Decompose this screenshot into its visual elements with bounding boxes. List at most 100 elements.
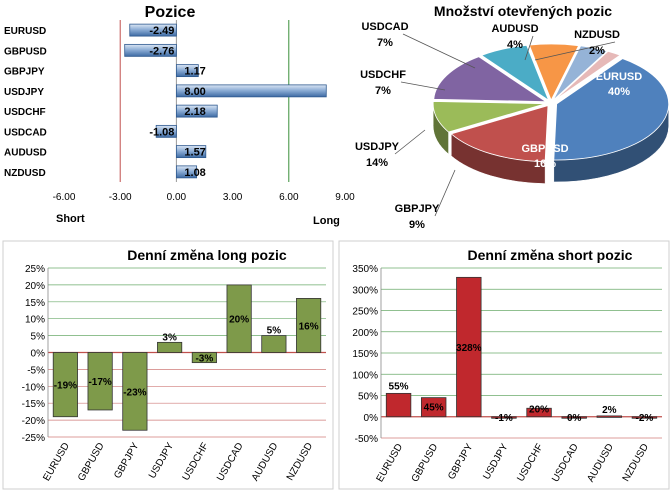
data-label: -1%: [495, 413, 513, 424]
tick-label: 0%: [31, 349, 46, 360]
tick-label: -6.00: [53, 192, 76, 203]
data-label: 45%: [424, 403, 444, 414]
leader-line: [394, 129, 426, 155]
data-label: 2.18: [184, 106, 205, 118]
category-label: NZDUSD: [285, 441, 315, 483]
category-label: EURUSD: [4, 26, 46, 37]
leader-line: [524, 35, 534, 61]
pie-label: NZDUSD: [574, 29, 620, 41]
tick-label: 0%: [364, 413, 379, 424]
data-label: 55%: [389, 381, 409, 392]
category-label: AUDUSD: [585, 442, 616, 484]
category-label: GBPUSD: [4, 46, 47, 57]
category-label: USDCAD: [215, 441, 246, 483]
bar: [631, 416, 658, 419]
daily-short-chart: Denní změna short pozic 350% 300% 250% 200%…: [338, 240, 670, 490]
bar: [52, 352, 78, 418]
data-label: 2%: [602, 405, 617, 416]
bar: [157, 341, 183, 353]
chart-title: Množství otevřených pozic: [434, 3, 612, 19]
tick-label: 25%: [25, 264, 45, 275]
data-label: 1.17: [184, 66, 205, 78]
chart-title: Denní změna long pozic: [127, 247, 287, 263]
data-label: -1.08: [149, 126, 174, 138]
category-label: GBPJPY: [4, 67, 45, 78]
bar: [596, 415, 623, 418]
tick-label: 0.00: [167, 192, 187, 203]
tick-label: -25%: [22, 433, 45, 444]
bar: [456, 276, 482, 418]
tick-label: -5%: [27, 365, 45, 376]
chart-title: Pozice: [145, 4, 196, 21]
bar: [420, 397, 447, 418]
bar: [191, 352, 217, 364]
bar: [261, 335, 287, 353]
pie-percent: 4%: [507, 39, 523, 51]
pie-percent: 7%: [377, 37, 393, 49]
tick-label: 5%: [31, 332, 46, 343]
category-label: USDCHF: [515, 442, 545, 484]
bar: [526, 407, 552, 418]
tick-label: 9.00: [335, 192, 355, 203]
category-label: NZDUSD: [4, 168, 46, 179]
pie-percent: 2%: [589, 45, 605, 57]
pie-label: GBPUSD: [521, 143, 568, 155]
data-label: 0%: [567, 413, 582, 424]
tick-label: 100%: [352, 370, 378, 381]
tick-label: 15%: [25, 298, 45, 309]
tick-label: -10%: [22, 382, 45, 393]
data-label: -2.49: [149, 25, 174, 37]
bar: [385, 392, 412, 418]
bar: [296, 298, 322, 353]
data-label: 16%: [299, 321, 319, 332]
pie-label: USDCAD: [361, 21, 408, 33]
category-label: EURUSD: [375, 442, 406, 484]
tick-label: 3.00: [223, 192, 243, 203]
pie-percent: 40%: [608, 86, 630, 98]
positions-chart: Pozice -2.49 -2.76 1.17 8.00 2.18 -1.08 1.57 1.…: [4, 4, 355, 227]
data-label: 3%: [162, 332, 177, 343]
data-label: -23%: [123, 387, 146, 398]
bar: [87, 352, 113, 411]
category-label: NZDUSD: [621, 442, 651, 484]
leader-line: [402, 33, 476, 69]
pie-label: GBPJPY: [395, 203, 440, 215]
pie-slice: [552, 45, 608, 101]
pie-percent: 7%: [375, 85, 391, 97]
open-positions-pie-chart: Množství otevřených pozic EURUSD 40% GBPUS…: [355, 3, 670, 231]
pie-label: USDCHF: [360, 69, 406, 81]
pie-slice: [553, 50, 621, 101]
pie-slice: [450, 105, 549, 162]
category-label: USDCHF: [4, 107, 46, 118]
data-label: 20%: [529, 404, 549, 415]
short-label: Short: [56, 213, 85, 225]
category-label: USDJPY: [481, 442, 510, 482]
bar: [122, 352, 148, 431]
tick-label: -15%: [22, 399, 45, 410]
data-label: 5%: [267, 326, 282, 337]
tick-label: 350%: [352, 264, 378, 275]
tick-label: 250%: [352, 307, 378, 318]
category-label: USDJPY: [147, 441, 176, 481]
bar: [175, 104, 218, 118]
chart-frame: [338, 240, 670, 490]
tick-label: 20%: [25, 281, 45, 292]
long-label: Long: [313, 215, 340, 227]
category-label: USDCHF: [181, 441, 211, 483]
bar: [129, 23, 177, 37]
pie-slice: [480, 44, 550, 102]
category-label: USDCAD: [550, 442, 581, 484]
tick-label: -20%: [22, 416, 45, 427]
tick-label: 300%: [352, 285, 378, 296]
chart-title: Denní změna short pozic: [468, 247, 633, 263]
data-label: -17%: [88, 377, 111, 388]
bar: [226, 284, 252, 353]
data-label: -3%: [195, 354, 213, 365]
pie-percent: 16%: [534, 158, 556, 170]
tick-label: 150%: [352, 349, 378, 360]
pie-percent: 14%: [366, 157, 388, 169]
bar: [561, 416, 587, 419]
data-label: 8.00: [184, 86, 205, 98]
data-label: 1.57: [184, 147, 205, 159]
bar: [175, 64, 199, 78]
